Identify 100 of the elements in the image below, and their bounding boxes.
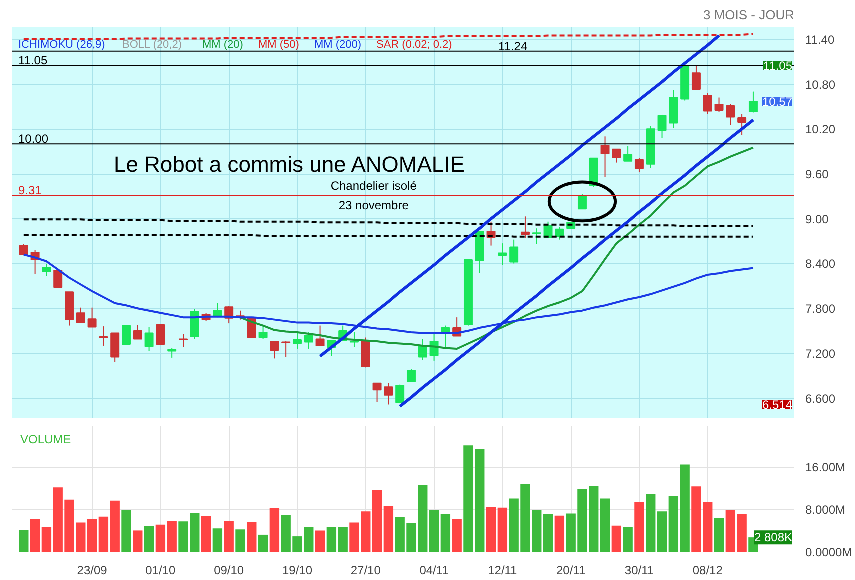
x-tick-label: 19/10: [282, 564, 313, 578]
candlestick: [738, 114, 747, 136]
bar: [247, 522, 257, 552]
candlestick: [88, 307, 97, 328]
y-tick-label: 10.20: [806, 122, 836, 137]
bar: [634, 502, 644, 552]
candlestick: [384, 382, 394, 406]
bar: [201, 516, 212, 552]
y-tick-label: 8.000M: [806, 502, 846, 517]
bar: [657, 512, 668, 552]
annotation: ICHIMOKU (26,9): [18, 39, 106, 51]
annotation: MM (50): [258, 39, 300, 51]
y-tick-label: 16.00M: [806, 460, 846, 474]
y-tick-label: 11.40: [806, 32, 835, 47]
ref-line-label: 11.05: [18, 54, 48, 68]
bar: [270, 508, 280, 552]
ref-line-label: 10.00: [18, 132, 49, 146]
y-tick-label: 9.00: [806, 212, 830, 226]
annotation: 11.05: [763, 59, 793, 74]
bar: [646, 494, 656, 552]
annotation: Chandelier isolé: [330, 178, 418, 193]
bar: [600, 498, 610, 552]
x-tick-label: 04/11: [420, 564, 450, 578]
candlestick: [19, 244, 28, 256]
bar: [19, 530, 29, 552]
bar: [30, 519, 40, 552]
y-tick-label: 7.200: [806, 346, 836, 361]
candlestick: [406, 368, 416, 382]
bar: [224, 521, 234, 552]
candlestick: [54, 269, 63, 289]
ref-line-label: 11.24: [498, 39, 528, 54]
candlestick: [99, 326, 108, 346]
bar: [440, 514, 451, 552]
candlestick: [350, 332, 359, 348]
x-tick-label: 30/11: [624, 564, 654, 578]
bar: [384, 506, 394, 552]
bar: [258, 534, 268, 552]
candlestick: [144, 326, 154, 352]
y-tick-label: 9.60: [806, 168, 830, 182]
bar: [110, 500, 120, 552]
candlestick: [292, 332, 302, 350]
candlestick: [110, 332, 120, 363]
y-tick-label: 8.400: [806, 257, 836, 272]
candlestick: [692, 66, 701, 91]
annotation: 23 novembre: [338, 198, 410, 212]
bar: [133, 530, 143, 552]
candlestick: [600, 136, 610, 178]
candlestick: [612, 148, 622, 164]
bar: [498, 508, 508, 552]
candlestick: [316, 325, 325, 346]
candlestick: [624, 146, 633, 162]
x-tick-label: 12/11: [488, 564, 518, 578]
candlestick: [270, 340, 280, 360]
bar: [42, 526, 52, 552]
bar: [612, 526, 622, 552]
text: 10.57: [762, 95, 793, 110]
annotation: BOLL (20,2): [122, 39, 182, 51]
bar: [452, 520, 462, 552]
y-tick-label: 6.600: [806, 392, 836, 406]
bar: [236, 530, 246, 552]
bar: [87, 519, 98, 552]
candlestick: [156, 324, 166, 345]
candlestick: [726, 104, 736, 126]
bar: [122, 510, 132, 552]
y-tick-label: 0.0000M: [806, 546, 852, 560]
candlestick: [634, 158, 644, 174]
x-tick-label: 01/10: [146, 564, 176, 578]
candlestick: [396, 384, 405, 404]
candlestick: [258, 325, 268, 340]
bar: [144, 526, 154, 552]
bar: [429, 510, 440, 552]
candlestick: [510, 239, 519, 264]
candlestick: [714, 97, 724, 112]
candlestick: [168, 348, 177, 358]
bar: [623, 526, 633, 552]
candlestick: [703, 92, 712, 115]
x-tick-label: 23/09: [77, 564, 108, 578]
candlestick: [532, 228, 542, 245]
candlestick: [578, 194, 587, 210]
series-label: SAR (0.02; 0.2): [376, 39, 452, 51]
bar: [714, 518, 724, 552]
y-tick-label: 7.800: [806, 302, 836, 316]
text: VOLUME: [20, 432, 72, 446]
bar: [543, 514, 554, 552]
y-tick-label: 10.80: [806, 78, 836, 92]
candlestick: [498, 243, 508, 266]
annotation: 2 808K: [754, 530, 793, 545]
candlestick: [133, 324, 142, 340]
bar: [486, 507, 496, 552]
candlestick: [748, 91, 758, 114]
bar: [315, 530, 326, 552]
text: 6.514: [762, 398, 793, 412]
bar: [212, 528, 223, 552]
x-tick-label: 08/12: [692, 564, 724, 578]
x-tick-label: 20/11: [556, 564, 586, 578]
candlestick: [372, 382, 382, 403]
candlestick: [520, 216, 530, 239]
annotation: Le Robot a commis une ANOMALIE: [114, 152, 465, 177]
x-tick-label: 27/10: [350, 564, 382, 578]
candlestick: [658, 114, 667, 139]
